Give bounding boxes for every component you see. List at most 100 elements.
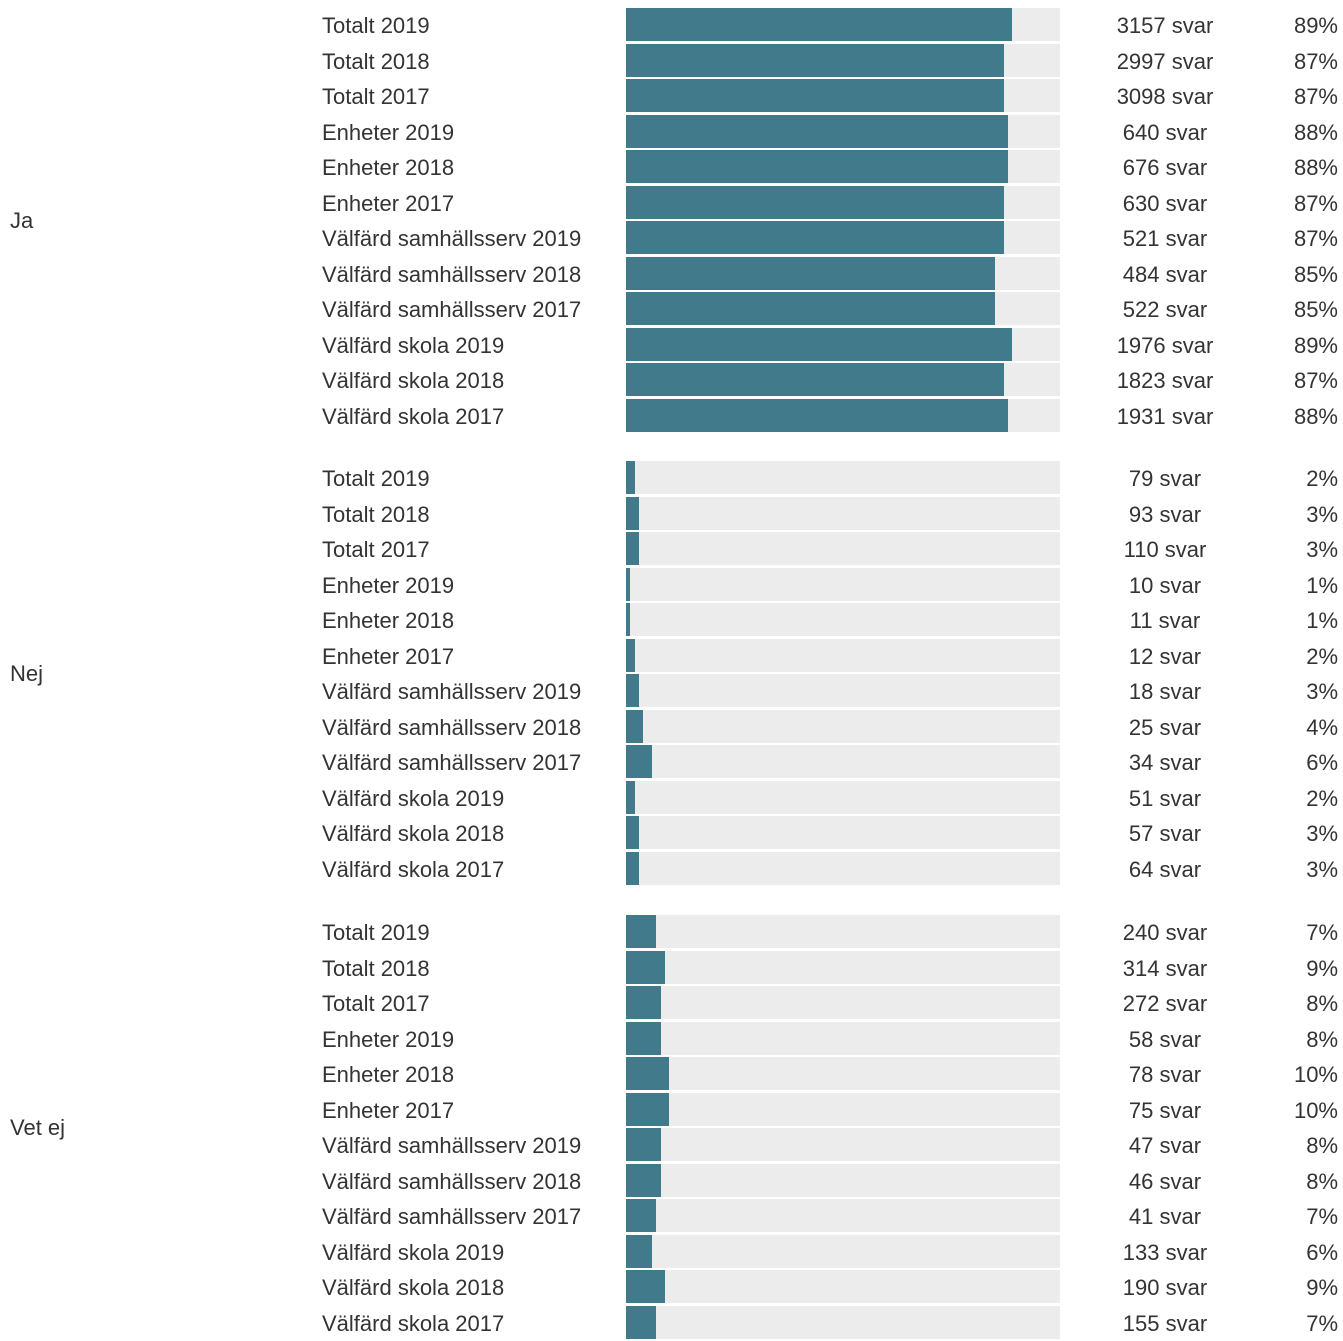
bar-row: Enheter 2017 75 svar 10% <box>0 1092 1343 1126</box>
percent-label: 3% <box>1306 856 1338 882</box>
percent-label: 9% <box>1306 955 1338 981</box>
bar-track <box>626 745 1060 778</box>
response-count: 10 svar <box>1128 572 1202 598</box>
response-count: 110 svar <box>1123 537 1207 562</box>
response-count: 2997 svar <box>1116 48 1214 74</box>
row-label: Enheter 2019 <box>322 1026 455 1052</box>
bar <box>626 327 1013 361</box>
bar-row: Totalt 2019 3157 svar 89% <box>0 8 1343 41</box>
bar-row: Enheter 2018 78 svar 10% <box>0 1057 1343 1090</box>
bar-track <box>626 114 1060 148</box>
percent-label: 85% <box>1293 261 1338 287</box>
percent-label: 2% <box>1306 466 1338 491</box>
bar-track <box>626 1199 1060 1232</box>
response-count: 484 svar <box>1122 261 1208 287</box>
response-count: 272 svar <box>1122 991 1208 1016</box>
response-count: 190 svar <box>1122 1275 1208 1300</box>
percent-label: 87% <box>1293 190 1338 216</box>
bar-track <box>626 603 1060 636</box>
response-count: 1931 svar <box>1116 403 1214 429</box>
row-label: Välfärd samhällsserv 2018 <box>322 1168 582 1194</box>
response-count: 18 svar <box>1128 679 1202 704</box>
bar <box>626 1021 661 1055</box>
response-count: 314 svar <box>1122 955 1208 981</box>
row-label: Välfärd skola 2017 <box>322 1310 505 1336</box>
bar <box>626 221 1004 254</box>
row-label: Välfärd skola 2018 <box>322 368 505 393</box>
bar-row: Enheter 2017 630 svar 87% <box>0 185 1343 219</box>
bar <box>626 986 661 1019</box>
percent-label: 8% <box>1306 1026 1338 1052</box>
bar <box>626 1234 653 1268</box>
bar-row: Välfärd samhällsserv 2019 521 svar 87% <box>0 221 1343 254</box>
bar-track <box>626 674 1060 707</box>
bar <box>626 256 995 290</box>
bar-row: Totalt 2017 272 svar 8% <box>0 986 1343 1019</box>
group-label: Vet ej <box>10 1115 66 1140</box>
bar-track <box>626 292 1060 325</box>
bar-row: Välfärd samhällsserv 2017 41 svar 7% <box>0 1199 1343 1232</box>
row-label: Enheter 2019 <box>322 572 455 598</box>
response-count: 3157 svar <box>1116 13 1214 38</box>
bar <box>626 150 1008 183</box>
bar-row: Välfärd samhällsserv 2018 484 svar 85% <box>0 256 1343 290</box>
bar <box>626 1305 657 1339</box>
response-count: 1976 svar <box>1116 332 1214 358</box>
percent-label: 2% <box>1306 643 1338 669</box>
bar <box>626 1199 657 1232</box>
bar <box>626 363 1004 396</box>
bar-track <box>626 8 1060 41</box>
bar-row: Välfärd samhällsserv 2018 46 svar 8% <box>0 1163 1343 1197</box>
group-label: Nej <box>10 661 44 686</box>
bar-track <box>626 915 1060 948</box>
bar <box>626 8 1013 41</box>
percent-label: 3% <box>1306 537 1338 562</box>
bar <box>626 43 1004 77</box>
bar <box>626 745 653 778</box>
percent-label: 87% <box>1293 48 1338 74</box>
bar-track <box>626 363 1060 396</box>
response-count: 64 svar <box>1128 856 1202 882</box>
bar-row: Välfärd skola 2019 51 svar 2% <box>0 780 1343 814</box>
bar <box>626 851 640 885</box>
response-count: 46 svar <box>1128 1168 1202 1194</box>
row-label: Totalt 2017 <box>322 84 430 109</box>
row-label: Välfärd skola 2017 <box>322 403 505 429</box>
bar <box>626 1128 661 1161</box>
bar-track <box>626 638 1060 672</box>
response-count: 58 svar <box>1128 1026 1202 1052</box>
bar-row: Enheter 2017 12 svar 2% <box>0 638 1343 672</box>
bar-track <box>626 327 1060 361</box>
row-label: Totalt 2019 <box>322 13 430 38</box>
response-count: 12 svar <box>1128 643 1202 669</box>
percent-label: 88% <box>1293 155 1338 180</box>
bar-track <box>626 1234 1060 1268</box>
bar-row: Enheter 2018 676 svar 88% <box>0 150 1343 183</box>
percent-label: 10% <box>1293 1062 1338 1087</box>
row-label: Enheter 2017 <box>322 1097 455 1123</box>
percent-label: 89% <box>1293 332 1338 358</box>
bar <box>626 79 1004 112</box>
response-count: 1823 svar <box>1116 368 1214 393</box>
percent-label: 7% <box>1306 1204 1338 1229</box>
row-label: Välfärd samhällsserv 2017 <box>322 297 582 322</box>
bar-row: Välfärd skola 2018 1823 svar 87% <box>0 363 1343 396</box>
row-label: Totalt 2018 <box>322 501 430 527</box>
bar-row: Välfärd samhällsserv 2018 25 svar 4% <box>0 709 1343 743</box>
response-count: 11 svar <box>1129 608 1201 633</box>
bar <box>626 1270 666 1303</box>
bar-track <box>626 816 1060 849</box>
bar <box>626 532 640 565</box>
bar-track <box>626 496 1060 530</box>
response-count: 676 svar <box>1122 155 1208 180</box>
row-label: Enheter 2018 <box>322 608 455 633</box>
row-label: Totalt 2019 <box>322 920 430 945</box>
bar-row: Välfärd skola 2019 133 svar 6% <box>0 1234 1343 1268</box>
percent-label: 1% <box>1306 608 1338 633</box>
response-count: 3098 svar <box>1116 84 1214 109</box>
percent-label: 3% <box>1306 501 1338 527</box>
percent-label: 8% <box>1306 1168 1338 1194</box>
bar-row: Enheter 2018 11 svar 1% <box>0 603 1343 636</box>
response-count: 79 svar <box>1128 466 1202 491</box>
bar <box>626 674 640 707</box>
